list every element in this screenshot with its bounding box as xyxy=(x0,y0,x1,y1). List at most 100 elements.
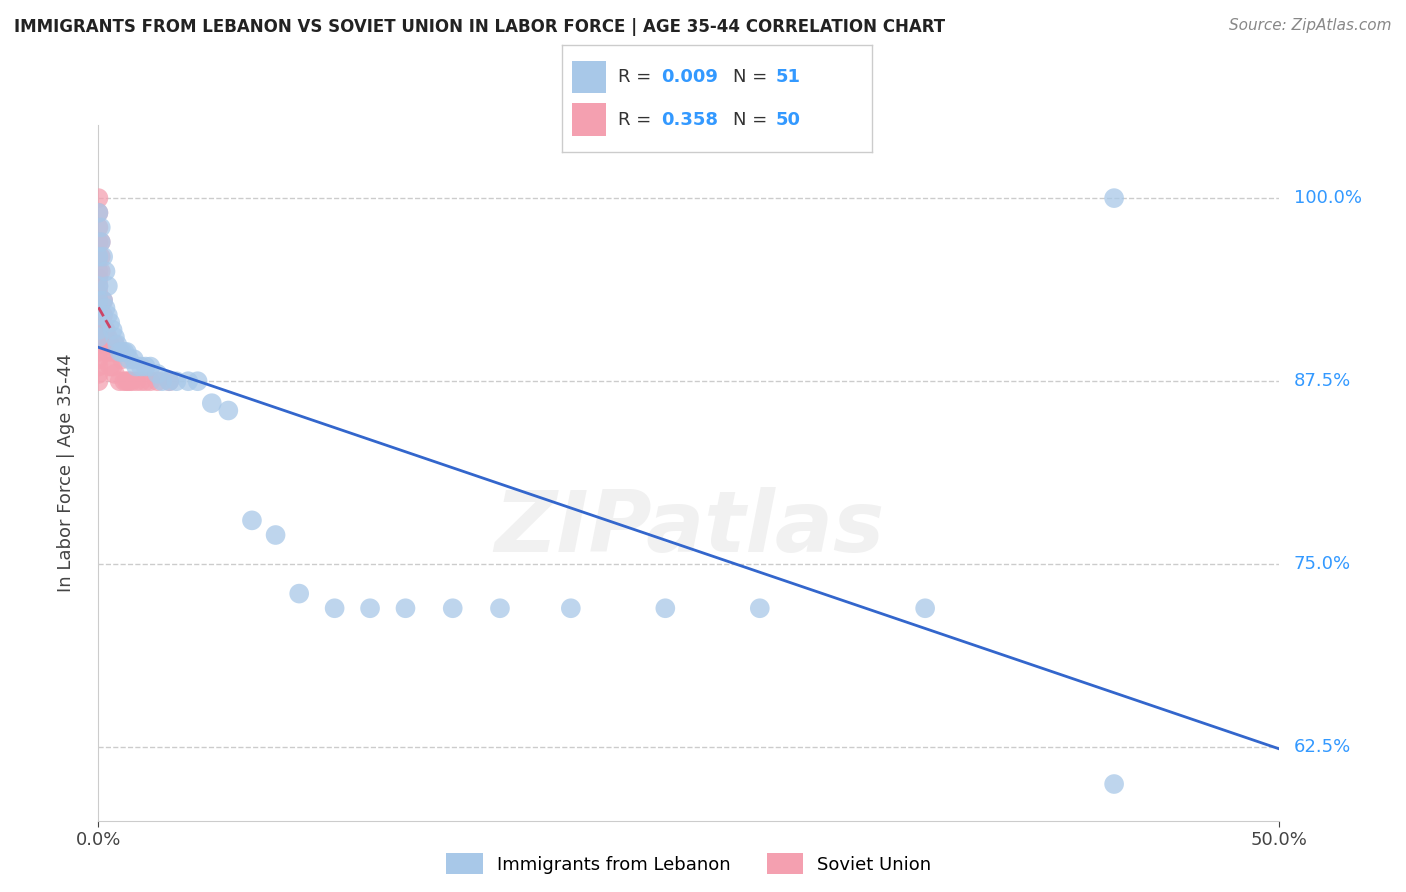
Point xyxy=(87,308,110,322)
Point xyxy=(489,601,512,615)
Point xyxy=(97,330,120,344)
Point xyxy=(112,374,135,388)
Point xyxy=(94,264,117,278)
Point xyxy=(104,367,127,381)
FancyBboxPatch shape xyxy=(572,61,606,93)
Text: 51: 51 xyxy=(776,68,801,86)
Point xyxy=(87,286,110,301)
Point xyxy=(87,191,110,205)
Point xyxy=(288,586,311,600)
Point xyxy=(87,308,110,322)
Point xyxy=(87,264,110,278)
Point xyxy=(177,374,200,388)
Text: 75.0%: 75.0% xyxy=(1294,556,1351,574)
Point xyxy=(394,601,416,615)
Point xyxy=(914,601,936,615)
Point xyxy=(87,359,110,374)
Point xyxy=(240,513,263,527)
Point xyxy=(125,374,148,388)
Point xyxy=(91,293,114,308)
Point xyxy=(359,601,381,615)
Point xyxy=(94,323,117,337)
Text: N =: N = xyxy=(733,68,772,86)
Point xyxy=(87,337,110,351)
Point xyxy=(135,359,157,374)
Point xyxy=(105,345,128,359)
Point xyxy=(87,374,110,388)
Point xyxy=(125,359,148,374)
Point xyxy=(97,345,120,359)
Point xyxy=(441,601,464,615)
Point xyxy=(97,308,120,322)
Point xyxy=(87,206,110,220)
Point xyxy=(98,359,121,374)
Point xyxy=(129,359,152,374)
Point xyxy=(201,396,224,410)
Point xyxy=(98,337,121,351)
Text: IMMIGRANTS FROM LEBANON VS SOVIET UNION IN LABOR FORCE | AGE 35-44 CORRELATION C: IMMIGRANTS FROM LEBANON VS SOVIET UNION … xyxy=(14,18,945,36)
Text: 62.5%: 62.5% xyxy=(1294,739,1351,756)
Text: R =: R = xyxy=(619,111,657,128)
Point xyxy=(157,374,180,388)
Point xyxy=(157,374,180,388)
Point xyxy=(91,308,114,322)
Point xyxy=(105,337,128,351)
Text: 87.5%: 87.5% xyxy=(1294,372,1351,390)
Point xyxy=(1102,777,1125,791)
Point xyxy=(90,264,112,278)
Point xyxy=(560,601,582,615)
Point xyxy=(118,374,141,388)
Point xyxy=(90,235,112,249)
Point xyxy=(87,293,110,308)
Point xyxy=(87,271,110,285)
Point xyxy=(264,528,287,542)
Point xyxy=(87,323,110,337)
Point xyxy=(90,235,112,249)
Point xyxy=(150,374,173,388)
Point xyxy=(146,367,169,381)
Point xyxy=(112,345,135,359)
Point xyxy=(87,206,110,220)
Point xyxy=(94,301,117,315)
Point xyxy=(87,250,110,264)
Point xyxy=(87,220,110,235)
Point xyxy=(101,345,124,359)
Point xyxy=(654,601,676,615)
Point xyxy=(111,352,134,367)
Point xyxy=(98,316,121,330)
Point xyxy=(129,374,152,388)
Point xyxy=(139,359,162,374)
Point xyxy=(104,330,127,344)
Point xyxy=(217,403,239,417)
Point xyxy=(108,345,131,359)
Text: ZIPatlas: ZIPatlas xyxy=(494,487,884,570)
Point xyxy=(87,279,110,293)
Point xyxy=(139,374,162,388)
Legend: Immigrants from Lebanon, Soviet Union: Immigrants from Lebanon, Soviet Union xyxy=(439,846,939,881)
Point xyxy=(90,250,112,264)
Point xyxy=(87,345,110,359)
Point xyxy=(146,374,169,388)
Text: 0.009: 0.009 xyxy=(661,68,718,86)
Text: 0.358: 0.358 xyxy=(661,111,718,128)
Point xyxy=(323,601,346,615)
Point xyxy=(87,330,110,344)
Point xyxy=(187,374,209,388)
Text: R =: R = xyxy=(619,68,657,86)
Point xyxy=(111,345,134,359)
Point xyxy=(87,367,110,381)
Text: N =: N = xyxy=(733,111,772,128)
Text: Source: ZipAtlas.com: Source: ZipAtlas.com xyxy=(1229,18,1392,33)
Point xyxy=(135,374,157,388)
Point xyxy=(87,250,110,264)
Point xyxy=(108,374,131,388)
Point xyxy=(115,374,138,388)
Point xyxy=(91,250,114,264)
Point xyxy=(118,352,141,367)
Point xyxy=(748,601,770,615)
Point xyxy=(87,330,110,344)
Point xyxy=(87,316,110,330)
Point xyxy=(121,374,143,388)
Y-axis label: In Labor Force | Age 35-44: In Labor Force | Age 35-44 xyxy=(56,353,75,592)
Point xyxy=(101,323,124,337)
